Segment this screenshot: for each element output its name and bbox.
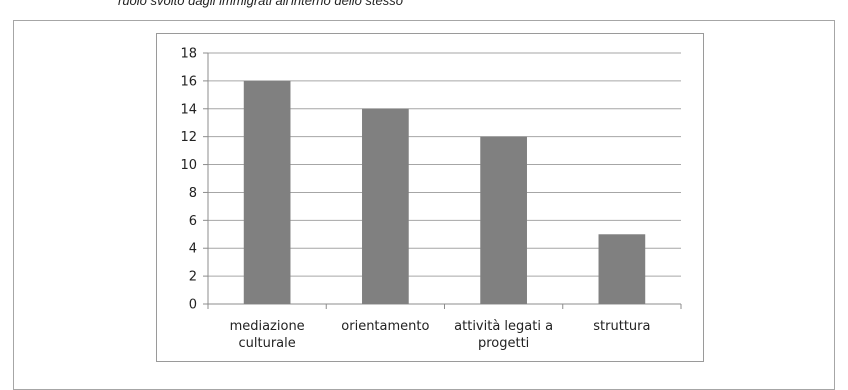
- bar: [598, 234, 646, 304]
- y-tick-label: 2: [189, 270, 197, 285]
- y-tick-label: 4: [189, 242, 197, 257]
- x-tick-label: attività legati a progetti: [454, 319, 553, 351]
- y-tick-label: 6: [189, 214, 197, 229]
- y-tick-label: 10: [180, 158, 197, 173]
- y-tick-label: 0: [189, 298, 197, 313]
- bars: [243, 80, 646, 305]
- figure-caption: ruolo svolto dagli immigrati all'interno…: [118, 0, 404, 8]
- bar: [480, 136, 527, 304]
- y-tick-label: 16: [180, 74, 197, 89]
- y-tick-label: 14: [180, 102, 197, 117]
- y-tick-label: 12: [180, 130, 197, 145]
- y-tick-labels: 0 2 4 6 8 10 12 14 16 18: [180, 47, 197, 313]
- y-tick-label: 18: [180, 47, 197, 62]
- bar-chart: 0 2 4 6 8 10 12 14 16 18 mediazione culturale orien…: [180, 47, 682, 351]
- bar: [243, 80, 291, 304]
- x-tick-label: mediazione culturale: [230, 319, 305, 351]
- x-tick-labels: mediazione culturale orientamento attività …: [230, 319, 651, 351]
- bar: [362, 108, 409, 305]
- y-tick-label: 8: [189, 186, 197, 201]
- x-tick-label: struttura: [593, 319, 650, 334]
- x-tick-label: orientamento: [341, 319, 429, 334]
